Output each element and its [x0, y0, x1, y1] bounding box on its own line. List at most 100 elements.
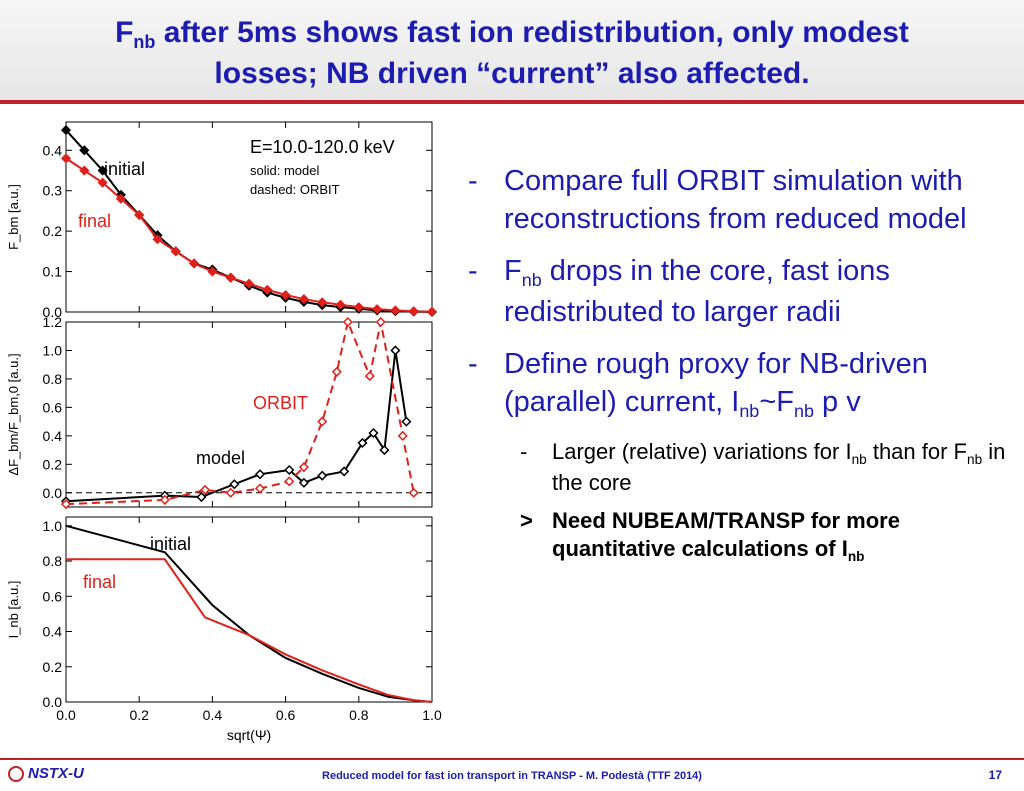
- y-tick-label: 0.0: [43, 485, 63, 501]
- data-point-model: [254, 469, 266, 480]
- x-tick-label: 0.0: [56, 707, 76, 723]
- y-tick-label: 0.2: [43, 223, 63, 239]
- data-point-final: [390, 305, 401, 316]
- data-point-final: [170, 246, 181, 257]
- data-point-ORBIT: [298, 462, 309, 473]
- data-point-ORBIT: [200, 484, 211, 495]
- series-label-initial: initial: [104, 159, 145, 179]
- figure-panels: 0.0 0.1 0.2 0.3 0.4 F_bm [a.u.] initial final E=…: [6, 121, 442, 743]
- y-tick-label: 0.3: [43, 183, 63, 199]
- data-point-final: [60, 153, 72, 164]
- data-point-ORBIT: [397, 430, 408, 441]
- panel-2-frame: [65, 321, 433, 508]
- data-point-final: [115, 193, 126, 204]
- data-point-initial: [60, 125, 72, 136]
- data-point-model: [368, 427, 379, 439]
- data-point-model: [298, 477, 309, 488]
- data-point-final: [225, 272, 236, 283]
- sub-bullet-1: - Larger (relative) variations for Inb th…: [520, 439, 1006, 495]
- bullet-1: - Compare full ORBIT simulation with reco…: [468, 165, 967, 235]
- data-point-final: [298, 294, 309, 305]
- y-tick-label: 1.0: [43, 342, 63, 358]
- y-tick-label: 0.2: [43, 659, 63, 675]
- y-axis-label: ΔF_bm/F_bm,0 [a.u.]: [6, 353, 21, 475]
- data-point-final: [79, 165, 90, 176]
- title-band: [0, 0, 1024, 100]
- data-point-final: [207, 266, 218, 277]
- data-point-ORBIT: [317, 416, 328, 427]
- panel-3-frame: [65, 516, 433, 703]
- data-point-final: [189, 258, 200, 269]
- data-point-ORBIT: [60, 499, 72, 510]
- y-tick-label: 1.0: [43, 518, 63, 534]
- data-point-initial: [79, 145, 90, 156]
- y-tick-label: 0.8: [43, 371, 63, 387]
- data-point-ORBIT: [331, 366, 342, 377]
- annotation-dashed: dashed: ORBIT: [250, 182, 340, 197]
- data-point-ORBIT: [375, 316, 386, 328]
- data-point-model: [284, 464, 295, 476]
- footer-text: Reduced model for fast ion transport in …: [322, 770, 702, 782]
- series-label-orbit: ORBIT: [253, 393, 308, 413]
- data-point-ORBIT: [364, 371, 375, 382]
- title-line-2: losses; NB driven “current” also affecte…: [214, 57, 810, 90]
- data-point-ORBIT: [342, 316, 353, 328]
- page-number: 17: [988, 768, 1002, 782]
- bullet-list: - Compare full ORBIT simulation with reco…: [468, 162, 1008, 566]
- annotation-solid: solid: model: [250, 163, 319, 178]
- data-point-model: [390, 345, 401, 356]
- series-line-ORBIT: [65, 318, 415, 506]
- series-label-initial: initial: [150, 534, 191, 554]
- logo-icon: [8, 766, 24, 783]
- data-point-ORBIT: [408, 487, 419, 498]
- data-point-final: [243, 278, 255, 289]
- data-point-model: [317, 470, 328, 481]
- data-point-final: [353, 302, 364, 313]
- data-point-final: [134, 209, 145, 221]
- y-tick-label: 0.4: [43, 624, 63, 640]
- y-tick-label: 0.0: [43, 694, 63, 710]
- data-point-ORBIT: [254, 483, 266, 494]
- series-line-model: [65, 350, 408, 503]
- data-point-final: [280, 289, 291, 301]
- y-tick-label: 1.2: [43, 314, 63, 330]
- bullet-3: - Define rough proxy for NB-driven (paral…: [468, 348, 928, 422]
- y-tick-label: 0.6: [43, 399, 63, 415]
- energy-annotation: E=10.0-120.0 keV: [250, 137, 395, 157]
- series-line-final: [66, 558, 433, 703]
- data-point-initial: [97, 165, 108, 176]
- data-point-final: [262, 284, 273, 295]
- sub-bullet-2: > Need NUBEAM/TRANSP for more quantitativ…: [520, 508, 900, 564]
- data-point-final: [408, 306, 419, 317]
- data-point-final: [372, 304, 383, 315]
- data-point-model: [196, 491, 207, 503]
- x-tick-label: 0.6: [276, 707, 296, 723]
- data-point-final: [426, 306, 438, 317]
- slide-title: Fnb after 5ms shows fast ion redistribut…: [0, 14, 1024, 93]
- series-label-model: model: [196, 448, 245, 468]
- data-point-model: [229, 479, 240, 490]
- y-tick-label: 0.0: [43, 304, 63, 320]
- y-tick-label: 0.2: [43, 456, 63, 472]
- series-line-initial: [65, 524, 433, 703]
- data-point-model: [379, 445, 390, 456]
- x-tick-label: 0.4: [203, 707, 223, 723]
- data-point-ORBIT: [225, 487, 236, 498]
- bullet-2: - Fnb drops in the core, fast ions redist…: [468, 255, 890, 328]
- data-point-final: [335, 299, 346, 310]
- data-point-model: [339, 466, 350, 477]
- data-point-model: [401, 416, 412, 427]
- series-label-final: final: [83, 572, 116, 592]
- y-tick-label: 0.4: [43, 428, 63, 444]
- x-tick-label: 0.2: [129, 707, 149, 723]
- x-tick-label: 0.8: [349, 707, 369, 723]
- title-line-1: Fnb after 5ms shows fast ion redistribut…: [115, 16, 909, 52]
- x-axis-label: sqrt(Ψ): [227, 727, 271, 743]
- data-point-final: [152, 234, 163, 245]
- y-tick-label: 0.8: [43, 553, 63, 569]
- y-tick-label: 0.4: [43, 142, 63, 158]
- footer-rule: [0, 758, 1024, 760]
- panel-1-frame: [65, 121, 433, 313]
- data-point-model: [357, 437, 368, 449]
- series-label-final: final: [78, 211, 111, 231]
